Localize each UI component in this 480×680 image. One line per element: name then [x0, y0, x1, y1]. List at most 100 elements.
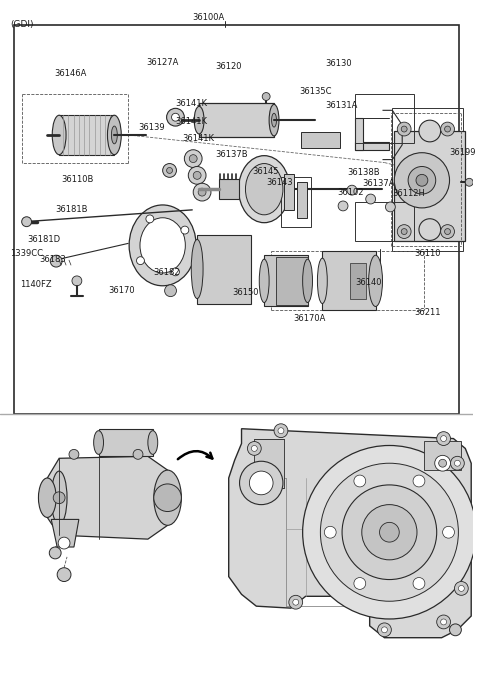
Text: 36120: 36120	[215, 63, 241, 71]
Circle shape	[444, 228, 451, 235]
Ellipse shape	[245, 164, 283, 215]
Circle shape	[394, 153, 450, 208]
Circle shape	[320, 463, 458, 601]
Circle shape	[354, 577, 366, 590]
Ellipse shape	[111, 126, 117, 144]
Circle shape	[444, 126, 451, 132]
Ellipse shape	[194, 106, 204, 134]
Circle shape	[171, 268, 180, 276]
Circle shape	[302, 445, 476, 619]
Bar	[14, 24, 459, 414]
Circle shape	[240, 461, 283, 505]
Circle shape	[416, 174, 428, 186]
Circle shape	[163, 164, 177, 177]
Ellipse shape	[259, 259, 269, 303]
Text: 36181B: 36181B	[55, 205, 88, 214]
Text: 36170: 36170	[108, 286, 135, 295]
Text: 36137A: 36137A	[363, 179, 395, 188]
Circle shape	[380, 522, 399, 542]
Bar	[355, 118, 363, 150]
Circle shape	[342, 485, 437, 579]
Text: 36146A: 36146A	[54, 69, 86, 78]
Circle shape	[189, 154, 197, 163]
Circle shape	[382, 627, 387, 633]
Circle shape	[354, 475, 366, 487]
Ellipse shape	[154, 470, 181, 526]
Text: 36110B: 36110B	[61, 175, 94, 184]
Ellipse shape	[148, 430, 158, 454]
Circle shape	[441, 436, 446, 441]
Text: 36199: 36199	[450, 148, 476, 157]
Bar	[281, 177, 311, 226]
Text: 36183: 36183	[39, 255, 66, 264]
Bar	[355, 202, 414, 241]
Bar	[297, 182, 307, 218]
Circle shape	[441, 224, 455, 239]
Circle shape	[458, 585, 464, 592]
Text: 36127A: 36127A	[146, 58, 178, 67]
Circle shape	[401, 228, 407, 235]
Ellipse shape	[369, 255, 383, 307]
Ellipse shape	[129, 205, 196, 286]
Circle shape	[198, 188, 206, 196]
Bar	[98, 428, 153, 456]
Text: 36139: 36139	[138, 122, 165, 131]
Circle shape	[57, 568, 71, 581]
Circle shape	[250, 471, 273, 495]
Circle shape	[293, 599, 299, 605]
Circle shape	[252, 445, 257, 452]
Circle shape	[247, 441, 261, 456]
Circle shape	[385, 202, 396, 212]
Circle shape	[455, 460, 460, 466]
Bar	[199, 103, 274, 137]
Circle shape	[193, 171, 201, 180]
Ellipse shape	[94, 430, 104, 454]
Bar	[350, 263, 366, 299]
Circle shape	[154, 484, 181, 511]
Text: 36211: 36211	[414, 308, 441, 317]
Circle shape	[278, 428, 284, 434]
Circle shape	[193, 183, 211, 201]
Text: 36131A: 36131A	[325, 101, 358, 110]
Text: 36141K: 36141K	[182, 135, 215, 143]
Text: 36150: 36150	[233, 288, 259, 297]
Circle shape	[397, 122, 411, 136]
Circle shape	[441, 619, 446, 625]
Circle shape	[167, 167, 172, 173]
Circle shape	[324, 526, 336, 538]
Circle shape	[136, 257, 144, 265]
Circle shape	[347, 185, 357, 195]
Circle shape	[171, 114, 180, 121]
Circle shape	[455, 581, 468, 595]
Text: 1339CC: 1339CC	[10, 249, 43, 258]
Circle shape	[401, 126, 407, 132]
Circle shape	[72, 276, 82, 286]
Circle shape	[450, 624, 461, 636]
Circle shape	[58, 537, 70, 549]
Text: 36143: 36143	[266, 177, 293, 187]
Circle shape	[53, 492, 65, 504]
Circle shape	[408, 167, 436, 194]
Circle shape	[181, 226, 189, 234]
Circle shape	[451, 456, 464, 470]
Bar	[254, 439, 284, 488]
Ellipse shape	[52, 115, 66, 154]
Bar	[276, 257, 308, 305]
Text: 36130: 36130	[325, 59, 352, 69]
Text: 36140: 36140	[355, 278, 382, 288]
Ellipse shape	[419, 219, 441, 241]
Ellipse shape	[239, 156, 290, 222]
Text: 36102: 36102	[337, 188, 364, 197]
Bar	[392, 108, 463, 252]
Circle shape	[262, 92, 270, 101]
Bar	[300, 132, 340, 148]
Ellipse shape	[269, 105, 279, 136]
Polygon shape	[51, 520, 79, 547]
Text: 1140FZ: 1140FZ	[20, 280, 51, 289]
Circle shape	[413, 475, 425, 487]
Text: 36141K: 36141K	[176, 117, 207, 126]
Bar	[197, 235, 252, 303]
Circle shape	[274, 424, 288, 438]
Circle shape	[289, 595, 302, 609]
Text: 36112H: 36112H	[392, 188, 425, 198]
